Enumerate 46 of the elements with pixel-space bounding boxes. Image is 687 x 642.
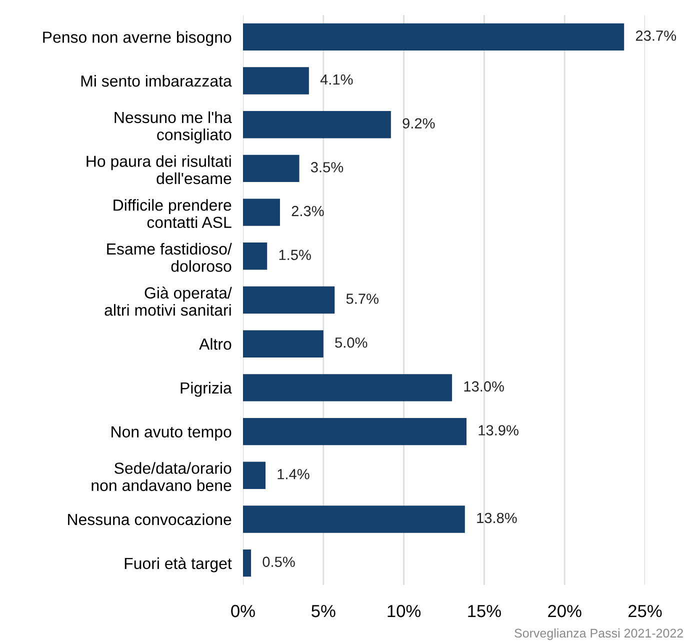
- bar: [243, 549, 252, 577]
- data-label: 23.7%: [636, 30, 676, 41]
- y-tick-label: Penso non averne bisogno: [43, 31, 232, 46]
- bar: [243, 286, 335, 314]
- y-tick-label: Pigrizia: [180, 382, 232, 397]
- text: Sorveglianza Passi 2021-2022: [514, 628, 683, 640]
- data-label: 5.7%: [346, 294, 378, 304]
- data-label: 3.5%: [310, 162, 344, 172]
- x-tick-label: 0%: [231, 604, 255, 618]
- data-label: 4.1%: [320, 74, 353, 85]
- y-tick-label: Sede/data/orario non andavano bene: [92, 462, 232, 492]
- data-label: 9.2%: [402, 118, 435, 129]
- y-tick-label: Altro: [199, 338, 232, 350]
- data-label: 2.3%: [292, 206, 324, 216]
- data-label: 0.5%: [262, 556, 295, 567]
- y-tick-label: Mi sento imbarazzata: [81, 74, 232, 87]
- y-tick-label: Fuori età target: [124, 557, 232, 572]
- y-tick-label: Difficile prendere contatti ASL: [114, 199, 232, 228]
- data-label: 5.0%: [335, 337, 368, 348]
- bar: [243, 374, 452, 402]
- x-tick-label: 20%: [548, 604, 582, 618]
- x-tick-label: 5%: [312, 604, 336, 618]
- data-label: 1.4%: [278, 469, 310, 480]
- data-label: 13.9%: [478, 425, 518, 436]
- y-tick-label: Esame fastidioso/ doloroso: [107, 242, 232, 272]
- data-label: 13.8%: [477, 512, 517, 524]
- bar: [243, 67, 309, 94]
- x-tick-label: 10%: [388, 604, 421, 618]
- x-tick-label: 15%: [468, 604, 501, 618]
- data-label: 13.0%: [464, 381, 504, 392]
- bar: [243, 330, 324, 358]
- data-label: 1.5%: [279, 250, 311, 260]
- bar: [243, 418, 467, 446]
- bar: [243, 462, 266, 489]
- y-tick-label: Nessuno me l'ha consigliato: [114, 111, 232, 144]
- bar: [243, 242, 268, 270]
- bar: [243, 154, 300, 182]
- y-tick-label: Nessuna convocazione: [68, 513, 232, 526]
- bar: [243, 198, 280, 226]
- bar: [243, 506, 465, 533]
- x-tick-label: 25%: [628, 604, 662, 618]
- y-tick-label: Già operata/ altri motivi sanitari: [104, 286, 232, 316]
- bar: [243, 23, 624, 51]
- y-tick-label: Non avuto tempo: [112, 426, 232, 441]
- y-tick-label: Ho paura dei risultati dell'esame: [86, 155, 232, 184]
- bar: [243, 111, 391, 138]
